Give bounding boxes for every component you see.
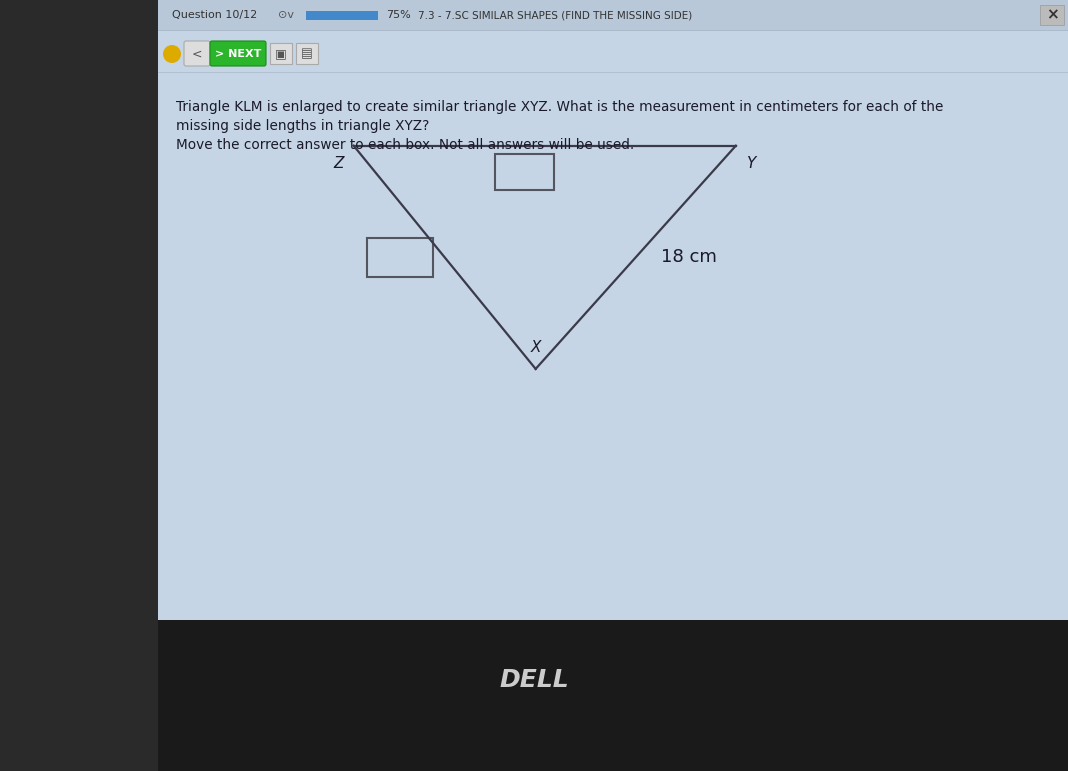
Text: 75%: 75% [386,10,411,20]
Bar [496,153,554,190]
Text: ×: × [1046,8,1058,22]
Text: <: < [192,48,202,60]
Bar [296,43,318,64]
Bar [158,620,1068,771]
Text: Z: Z [333,156,344,170]
Text: ▣: ▣ [276,48,287,60]
Text: > NEXT: > NEXT [215,49,262,59]
Bar [1040,5,1064,25]
Bar [367,238,433,277]
Text: Triangle KLM is enlarged to create similar triangle XYZ. What is the measurement: Triangle KLM is enlarged to create simil… [176,100,943,114]
Bar [0,0,158,771]
Bar [158,0,1068,30]
Text: 7.3 - 7.SC SIMILAR SHAPES (FIND THE MISSING SIDE): 7.3 - 7.SC SIMILAR SHAPES (FIND THE MISS… [418,10,692,20]
Text: 18 cm: 18 cm [661,248,717,266]
Bar [158,0,1068,620]
Text: Question 10/12: Question 10/12 [172,10,257,20]
Text: ⊙v: ⊙v [278,10,294,20]
Circle shape [163,45,180,63]
Bar [270,43,292,64]
Text: Y: Y [745,156,755,170]
Text: missing side lengths in triangle XYZ?: missing side lengths in triangle XYZ? [176,119,429,133]
Text: X: X [531,340,540,355]
Text: ▤: ▤ [301,48,313,60]
Text: Move the correct answer to each box. Not all answers will be used.: Move the correct answer to each box. Not… [176,138,634,152]
FancyBboxPatch shape [184,41,210,66]
Text: DELL: DELL [499,668,569,692]
Bar [307,11,378,20]
FancyBboxPatch shape [210,41,266,66]
